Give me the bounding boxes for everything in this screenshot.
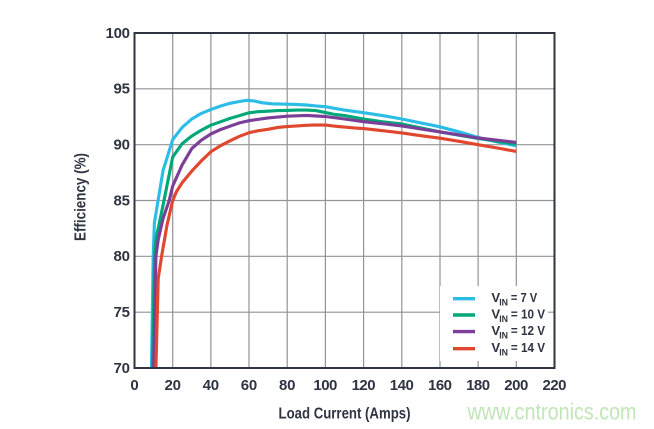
svg-text:V: V bbox=[491, 306, 500, 321]
svg-text:85: 85 bbox=[114, 192, 131, 209]
svg-text:Efficiency (%): Efficiency (%) bbox=[72, 153, 89, 241]
svg-text:160: 160 bbox=[428, 377, 452, 394]
svg-text:60: 60 bbox=[241, 377, 258, 394]
svg-text:180: 180 bbox=[466, 377, 490, 394]
svg-text:100: 100 bbox=[313, 377, 337, 394]
svg-text:Load Current (Amps): Load Current (Amps) bbox=[279, 405, 411, 422]
svg-text:120: 120 bbox=[352, 377, 376, 394]
svg-text:20: 20 bbox=[164, 377, 181, 394]
svg-text:V: V bbox=[491, 340, 500, 355]
svg-text:V: V bbox=[491, 323, 500, 338]
svg-text:100: 100 bbox=[106, 25, 131, 42]
svg-text:0: 0 bbox=[130, 377, 138, 394]
svg-text:IN: IN bbox=[499, 314, 508, 324]
svg-text:= 10 V: = 10 V bbox=[511, 306, 545, 321]
svg-text:IN: IN bbox=[499, 331, 508, 341]
svg-text:= 12 V: = 12 V bbox=[511, 323, 545, 338]
svg-text:IN: IN bbox=[499, 298, 508, 308]
svg-text:V: V bbox=[491, 290, 500, 305]
svg-text:75: 75 bbox=[114, 304, 131, 321]
svg-text:80: 80 bbox=[114, 248, 131, 265]
svg-text:= 7 V: = 7 V bbox=[511, 290, 537, 305]
svg-text:40: 40 bbox=[203, 377, 220, 394]
svg-text:140: 140 bbox=[390, 377, 414, 394]
svg-text:70: 70 bbox=[114, 360, 131, 377]
svg-text:IN: IN bbox=[499, 348, 508, 358]
svg-text:www.cntronics.com: www.cntronics.com bbox=[467, 399, 637, 425]
svg-text:95: 95 bbox=[114, 81, 131, 98]
svg-text:= 14 V: = 14 V bbox=[511, 340, 545, 355]
svg-text:220: 220 bbox=[543, 377, 567, 394]
svg-text:80: 80 bbox=[279, 377, 296, 394]
svg-text:90: 90 bbox=[114, 137, 131, 154]
svg-text:200: 200 bbox=[504, 377, 528, 394]
